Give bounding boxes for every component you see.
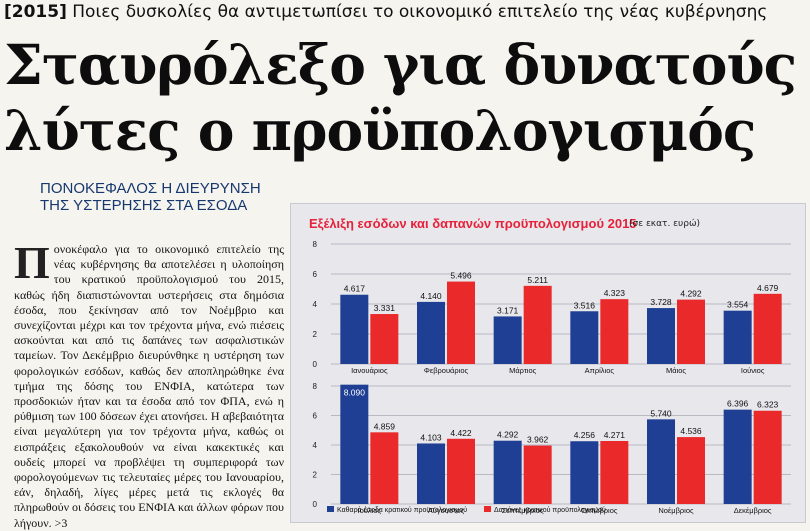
y-tick-label: 0 [313,500,318,509]
expense-bar [753,293,782,364]
subheading-line-2: ΤΗΣ ΥΣΤΕΡΗΣΗΣ ΣΤΑ ΕΣΟΔΑ [40,197,248,214]
chart-unit: (σε εκατ. ευρώ) [629,219,701,229]
legend-swatch-expenses [484,506,491,512]
data-label: 4.103 [420,432,442,442]
expense-bar [677,437,705,504]
y-tick-label: 2 [313,471,318,480]
revenue-bar [340,384,369,504]
revenue-bar [723,409,752,504]
expense-bar [447,438,475,504]
data-label: 4.292 [497,430,519,440]
revenue-bar [493,440,522,504]
category-label: Ιούνιος [741,366,765,375]
revenue-bar [647,308,675,364]
data-label: 4.323 [604,288,626,298]
data-label: 5.211 [527,275,548,285]
data-label: 4.292 [680,289,702,299]
data-label: 4.140 [420,291,442,301]
data-label: 5.740 [650,408,672,418]
y-tick-label: 4 [313,300,318,309]
category-label: Οκτώβριος [581,506,618,515]
expense-bar [600,441,629,504]
y-tick-label: 4 [313,441,318,450]
headline-line-2: λύτες ο προϋπολογισμός [4,98,756,163]
data-label: 5.496 [450,271,472,281]
headline: Σταυρόλεξο για δυνατούς λύτες ο προϋπολο… [4,32,804,164]
legend-label-revenue: Καθαρά έσοδα κρατικού προϋπολογισμού [337,506,467,514]
expense-bar [600,299,629,364]
chart-title: Εξέλιξη εσόδων και δαπανών προϋπολογισμο… [309,216,637,231]
revenue-bar [417,443,445,504]
data-label: 3.554 [727,300,749,310]
data-label: 3.171 [497,305,519,315]
y-tick-label: 6 [313,412,318,421]
y-tick-label: 8 [313,382,318,391]
y-tick-label: 8 [313,240,318,249]
category-label: Αύγουστος [428,506,465,515]
category-label: Μάιος [666,366,686,375]
revenue-bar [570,311,599,364]
category-label: Μάρτιος [509,366,537,375]
expense-bar [370,314,399,364]
data-label: 4.271 [604,430,626,440]
data-label: 4.859 [374,421,396,431]
article-text: ονοκέφαλο για το οικονομικό επιτελείο τη… [14,242,284,530]
data-label: 4.679 [757,283,779,293]
category-label: Απρίλιος [585,366,615,375]
revenue-bar [340,294,369,364]
data-label: 3.516 [574,300,596,310]
drop-cap: Π [14,237,50,288]
revenue-bar [417,301,445,364]
revenue-bar [493,316,522,364]
data-label: 3.331 [374,303,396,313]
expense-bar [523,285,552,364]
chart-panel: Εξέλιξη εσόδων και δαπανών προϋπολογισμο… [290,203,806,523]
expense-bar [447,281,475,364]
subheading: ΠΟΝΟΚΕΦΑΛΟΣ Η ΔΙΕΥΡΥΝΣΗ ΤΗΣ ΥΣΤΕΡΗΣΗΣ ΣΤ… [40,180,280,214]
legend-label-expenses: Δαπάνες κρατικού προϋπολογισμού [494,506,606,514]
kicker: [2015] Ποιες δυσκολίες θα αντιμετωπίσει … [4,2,767,22]
data-label: 4.536 [680,426,702,436]
data-label: 4.617 [344,284,366,294]
data-label: 4.256 [574,430,596,440]
category-label: Ιούλιος [358,506,382,515]
category-label: Σεπτέμβριος [502,506,544,515]
category-label: Φεβρουάριος [424,366,469,375]
data-label: 6.323 [757,400,779,410]
data-label: 3.728 [650,297,672,307]
legend-swatch-revenue [327,506,334,512]
y-tick-label: 0 [313,360,318,369]
revenue-bar [647,419,675,504]
expense-bar [677,299,705,364]
y-tick-label: 2 [313,330,318,339]
data-label: 3.962 [527,435,549,445]
data-label: 8.090 [344,388,366,398]
data-label: 4.422 [450,428,472,438]
headline-line-1: Σταυρόλεξο για δυνατούς [4,32,797,97]
kicker-text: Ποιες δυσκολίες θα αντιμετωπίσει το οικο… [72,2,768,22]
kicker-tag: [2015] [4,2,67,22]
revenue-bar [723,310,752,364]
subheading-line-1: ΠΟΝΟΚΕΦΑΛΟΣ Η ΔΙΕΥΡΥΝΣΗ [40,180,261,197]
expense-bar [370,432,399,504]
expense-bar [753,410,782,504]
category-label: Ιανουάριος [351,366,388,375]
bar-chart: 0 2 4 6 8 4.617 3.331 Ιανουάριος 4.140 5.496 Φεβρο… [313,240,791,515]
y-tick-label: 6 [313,270,318,279]
category-label: Νοέμβριος [658,506,694,515]
revenue-bar [570,441,599,504]
category-label: Δεκέμβριος [734,506,772,515]
data-label: 6.396 [727,399,749,409]
expense-bar [523,445,552,504]
